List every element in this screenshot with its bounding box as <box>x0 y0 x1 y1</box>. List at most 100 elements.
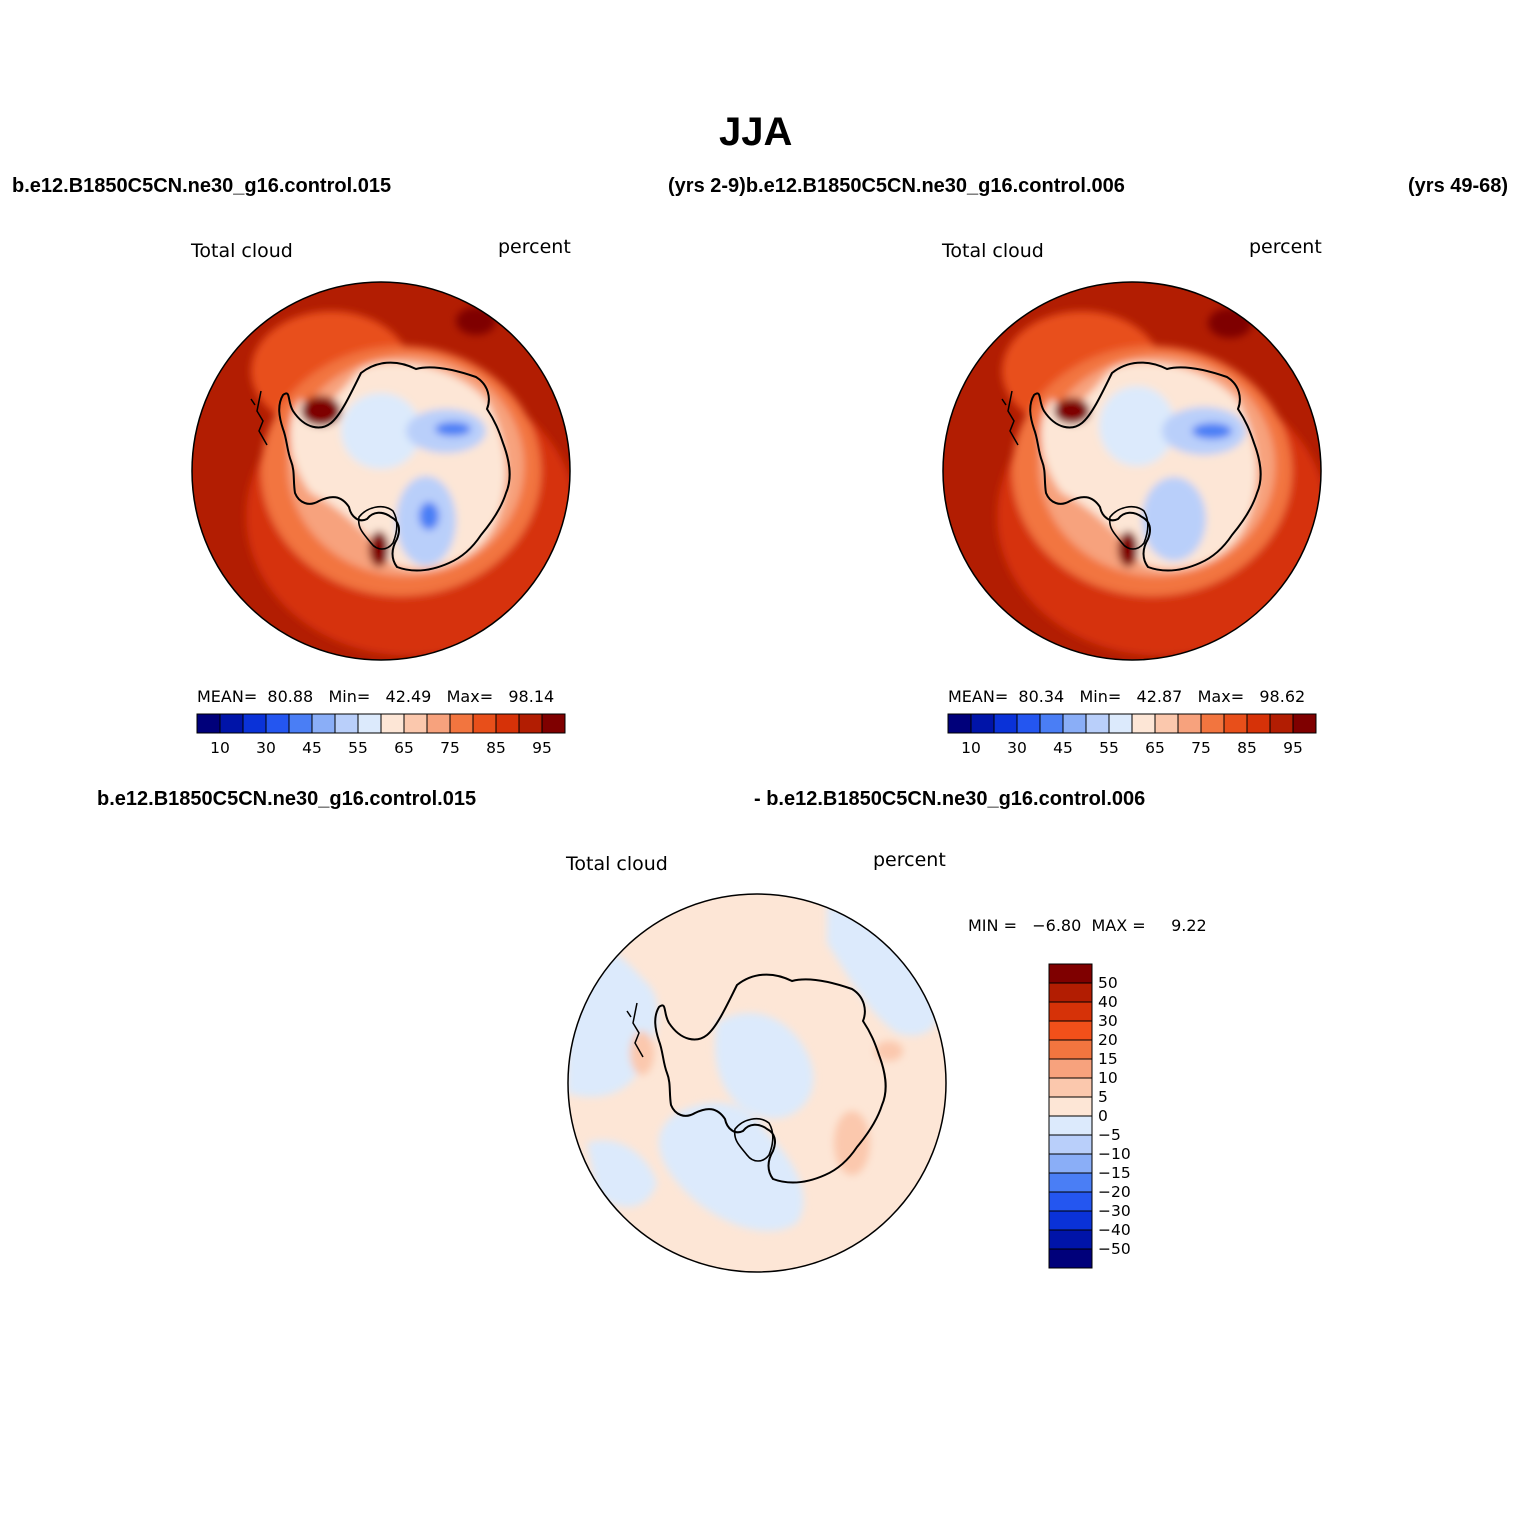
colorbar-tick-label: 75 <box>440 739 460 757</box>
colorbar-box <box>1048 1229 1093 1250</box>
colorbar-box <box>1048 1210 1093 1231</box>
peak-wedd <box>1054 398 1090 424</box>
interior-min-e <box>1192 423 1232 439</box>
colorbar-tick-label: 45 <box>1053 739 1073 757</box>
figure-title: JJA <box>719 110 793 154</box>
colorbar-box <box>1177 713 1202 734</box>
peak-north <box>1208 308 1252 338</box>
diff-variable-label: Total cloud <box>566 853 668 875</box>
panel1-variable-label: Total cloud <box>191 240 293 262</box>
colorbar-box <box>1048 963 1093 984</box>
min-value: 42.87 <box>1136 687 1183 706</box>
peninsula-coast <box>250 390 268 446</box>
mean-label: MEAN= <box>197 687 258 706</box>
panel2-variable-label: Total cloud <box>942 240 1044 262</box>
interior-low-w <box>1099 386 1175 466</box>
colorbar-box <box>970 713 995 734</box>
peak-north <box>456 307 496 335</box>
colorbar-box <box>1131 713 1156 734</box>
min-label: Min= <box>328 687 371 706</box>
colorbar-box <box>403 713 428 734</box>
colorbar-box <box>242 713 267 734</box>
colorbar-box <box>1048 1191 1093 1212</box>
colorbar-box <box>196 713 221 734</box>
map-border <box>191 281 571 661</box>
colorbar-box <box>1269 713 1294 734</box>
case-label-mid: (yrs 2-9)b.e12.B1850C5CN.ne30_g16.contro… <box>668 175 1125 197</box>
colorbar-box <box>1048 1248 1093 1269</box>
mean-label: MEAN= <box>948 687 1009 706</box>
colorbar-tick-label: 55 <box>348 739 368 757</box>
interior-min-e <box>435 422 471 436</box>
panel1-map <box>191 281 571 661</box>
peninsula-coast <box>626 1002 644 1058</box>
diff-pos-patch-w <box>630 1031 654 1075</box>
colorbar-tick-label: 5 <box>1098 1088 1108 1106</box>
case-label-left: b.e12.B1850C5CN.ne30_g16.control.015 <box>12 175 392 197</box>
colorbar-tick-label: 10 <box>1098 1069 1118 1087</box>
diff-case-right: - b.e12.B1850C5CN.ne30_g16.control.006 <box>754 788 1146 810</box>
max-value: 98.14 <box>508 687 555 706</box>
max-label: Max= <box>446 687 494 706</box>
colorbar-box <box>947 713 972 734</box>
colorbar-box <box>1048 1153 1093 1174</box>
colorbar-box <box>1048 1058 1093 1079</box>
colorbar-tick-label: 40 <box>1098 993 1118 1011</box>
panel1-units-label: percent <box>498 236 571 258</box>
colorbar-box <box>1200 713 1225 734</box>
colorbar-tick-label: −20 <box>1098 1183 1131 1201</box>
colorbar-box <box>1016 713 1041 734</box>
colorbar-box <box>495 713 520 734</box>
colorbar-box <box>265 713 290 734</box>
colorbar-tick-label: 85 <box>1237 739 1257 757</box>
colorbar-tick-label: 30 <box>1007 739 1027 757</box>
interior-low-s <box>1142 477 1206 561</box>
colorbar-tick-label: 55 <box>1099 739 1119 757</box>
colorbar-tick-label: −50 <box>1098 1240 1131 1258</box>
diff-map <box>567 893 947 1273</box>
colorbar-box <box>518 713 543 734</box>
peak-ross <box>1118 531 1138 567</box>
interior-min <box>419 502 439 530</box>
colorbar-tick-label: 30 <box>256 739 276 757</box>
colorbar-box <box>1085 713 1110 734</box>
colorbar-box <box>1062 713 1087 734</box>
colorbar-tick-label: 45 <box>302 739 322 757</box>
colorbar-box <box>1048 1039 1093 1060</box>
colorbar-box <box>449 713 474 734</box>
diff-pos-patch-e <box>834 1111 870 1175</box>
panel2-stats: MEAN= 80.34 Min= 42.87 Max= 98.62 <box>948 687 1305 706</box>
map-border <box>567 893 947 1273</box>
colorbar-box <box>1292 713 1317 734</box>
panel1-colorbar: 10 30 45 55 65 75 85 95 <box>196 713 566 757</box>
colorbar-box <box>1048 1077 1093 1098</box>
panel2-map <box>942 281 1322 661</box>
colorbar-box <box>541 713 566 734</box>
panel2-units-label: percent <box>1249 236 1322 258</box>
panel2-colorbar: 10 30 45 55 65 75 85 95 <box>947 713 1317 757</box>
peninsula-coast <box>1001 390 1019 446</box>
colorbar-box <box>1039 713 1064 734</box>
colorbar-tick-label: 65 <box>394 739 414 757</box>
colorbar-tick-label: 30 <box>1098 1012 1118 1030</box>
map-border <box>942 281 1322 661</box>
max-value: 98.62 <box>1259 687 1306 706</box>
colorbar-box <box>1048 1096 1093 1117</box>
diff-neg-interior <box>715 1013 814 1119</box>
colorbar-box <box>288 713 313 734</box>
panel1-stats: MEAN= 80.88 Min= 42.49 Max= 98.14 <box>197 687 554 706</box>
diff-pos-patch-ne <box>875 1041 903 1061</box>
colorbar-tick-label: −15 <box>1098 1164 1131 1182</box>
colorbar-box <box>426 713 451 734</box>
case-label-right: (yrs 49-68) <box>1408 175 1509 197</box>
colorbar-box <box>1048 1172 1093 1193</box>
colorbar-box <box>311 713 336 734</box>
colorbar-box <box>380 713 405 734</box>
colorbar-tick-label: −5 <box>1098 1126 1121 1144</box>
colorbar-tick-label: 0 <box>1098 1107 1108 1125</box>
min-label: Min= <box>1079 687 1122 706</box>
colorbar-tick-label: 15 <box>1098 1050 1118 1068</box>
colorbar-box <box>1108 713 1133 734</box>
colorbar-box <box>1048 1020 1093 1041</box>
colorbar-tick-label: −30 <box>1098 1202 1131 1220</box>
